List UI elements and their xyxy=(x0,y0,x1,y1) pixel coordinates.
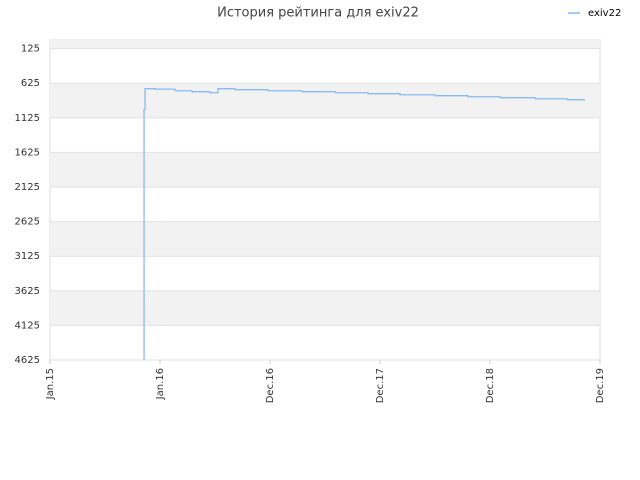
y-tick-label: 625 xyxy=(21,78,40,89)
y-tick-label: 4125 xyxy=(15,320,40,331)
grid-band xyxy=(50,40,600,49)
y-tick-label: 1625 xyxy=(15,147,40,158)
x-tick-label: Dec.16 xyxy=(265,368,276,403)
x-tick-label: Jan.15 xyxy=(45,368,56,400)
y-tick-label: 3125 xyxy=(15,251,40,262)
grid-band xyxy=(50,290,600,326)
legend-label: exiv22 xyxy=(588,8,621,19)
grid-band xyxy=(50,83,600,118)
grid-band xyxy=(50,221,600,257)
line-series xyxy=(143,88,586,360)
y-tick-label: 4625 xyxy=(15,355,40,366)
x-tick-label: Dec.17 xyxy=(375,368,386,403)
x-tick-label: Jan.16 xyxy=(155,368,166,400)
y-tick-label: 2125 xyxy=(15,182,40,193)
x-tick-label: Dec.18 xyxy=(485,368,496,403)
grid-band xyxy=(50,152,600,188)
y-tick-label: 1125 xyxy=(15,113,40,124)
y-tick-label: 2625 xyxy=(15,217,40,228)
y-tick-label: 125 xyxy=(21,44,40,55)
y-tick-label: 3625 xyxy=(15,286,40,297)
chart-title: История рейтинга для exiv22 xyxy=(217,6,419,21)
x-tick-label: Dec.19 xyxy=(595,368,606,403)
